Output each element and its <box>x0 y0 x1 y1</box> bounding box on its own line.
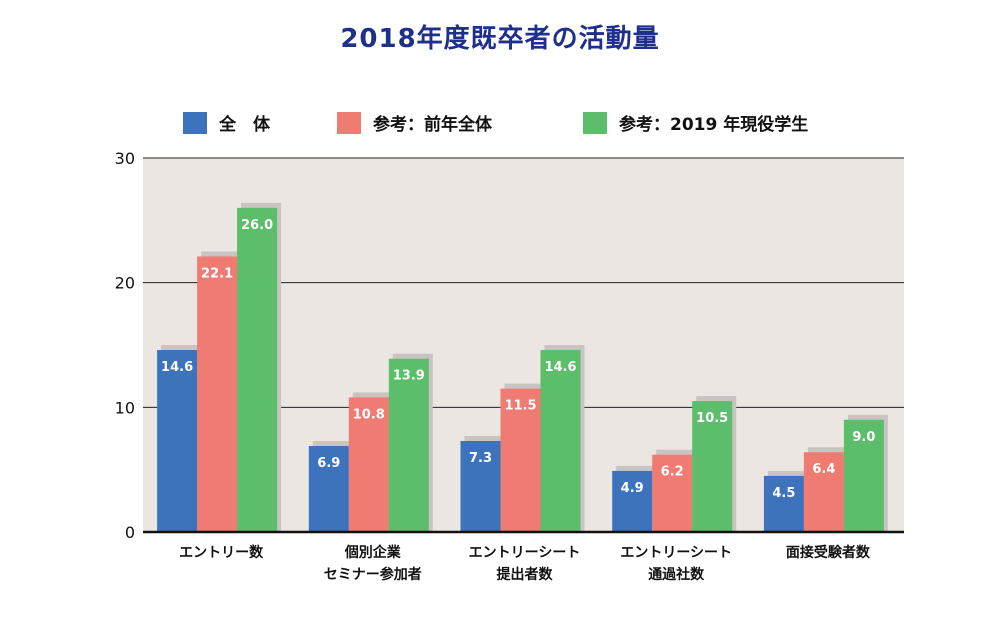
data-label-1-1: 10.8 <box>353 407 385 422</box>
bar-1-3 <box>652 454 693 532</box>
legend-item-prev-year: 参考：前年全体 <box>337 110 492 135</box>
legend-label-prev-year: 参考：前年全体 <box>373 115 492 135</box>
bar-0-3 <box>612 470 653 532</box>
bar-2-0 <box>237 207 278 532</box>
legend-item-2019-students: 参考：2019 年現役学生 <box>583 110 808 135</box>
category-label-3-0: エントリーシート <box>620 545 732 561</box>
bar-1-1 <box>348 397 389 532</box>
data-label-0-1: 6.9 <box>317 456 340 471</box>
legend-swatch-prev-year <box>337 111 361 134</box>
legend-label-2019-students: 参考：2019 年現役学生 <box>619 115 809 135</box>
legend-swatch-2019-students <box>583 111 607 134</box>
data-label-0-3: 4.9 <box>621 481 644 496</box>
data-label-1-3: 6.2 <box>661 465 684 480</box>
legend-label-overall: 全 体 <box>219 115 270 135</box>
bar-2-1 <box>388 358 429 532</box>
bar-2-2 <box>540 349 581 532</box>
category-label-1-0: 個別企業 <box>344 544 402 561</box>
data-label-0-4: 4.5 <box>772 486 795 501</box>
bar-1-2 <box>500 388 541 532</box>
y-tick-label-0: 0 <box>125 523 135 542</box>
data-label-0-0: 14.6 <box>161 360 193 375</box>
y-tick-label-20: 20 <box>115 274 135 293</box>
bar-0-1 <box>308 445 349 532</box>
data-label-1-0: 22.1 <box>201 266 233 281</box>
data-label-2-1: 13.9 <box>393 369 425 384</box>
bar-2-4 <box>843 419 884 532</box>
data-label-0-2: 7.3 <box>469 451 492 466</box>
category-label-1-1: セミナー参加者 <box>324 566 422 583</box>
category-label-2-0: エントリーシート <box>469 545 581 561</box>
category-label-2-1: 提出者数 <box>497 566 554 583</box>
legend: 全 体 参考：前年全体 参考：2019 年現役学生 <box>0 110 1000 140</box>
data-label-2-2: 14.6 <box>544 360 576 375</box>
bar-1-4 <box>803 452 844 532</box>
data-label-2-4: 9.0 <box>852 430 875 445</box>
bar-2-3 <box>692 401 733 532</box>
data-label-1-4: 6.4 <box>812 462 835 477</box>
legend-item-overall: 全 体 <box>183 110 270 135</box>
legend-swatch-overall <box>183 111 207 134</box>
bar-1-0 <box>197 256 238 532</box>
chart-title: 2018年度既卒者の活動量 <box>340 24 660 54</box>
category-label-3-1: 通過社数 <box>648 566 705 583</box>
category-label-0-0: エントリー数 <box>179 544 264 561</box>
bar-0-4 <box>763 475 804 532</box>
y-tick-label-30: 30 <box>115 149 135 168</box>
category-label-4-0: 面接受験者数 <box>786 544 871 561</box>
y-tick-label-10: 10 <box>115 398 135 417</box>
data-label-2-0: 26.0 <box>241 218 273 233</box>
bar-0-2 <box>460 440 501 532</box>
data-label-1-2: 11.5 <box>504 399 536 414</box>
bar-0-0 <box>157 349 198 532</box>
data-label-2-3: 10.5 <box>696 411 728 426</box>
